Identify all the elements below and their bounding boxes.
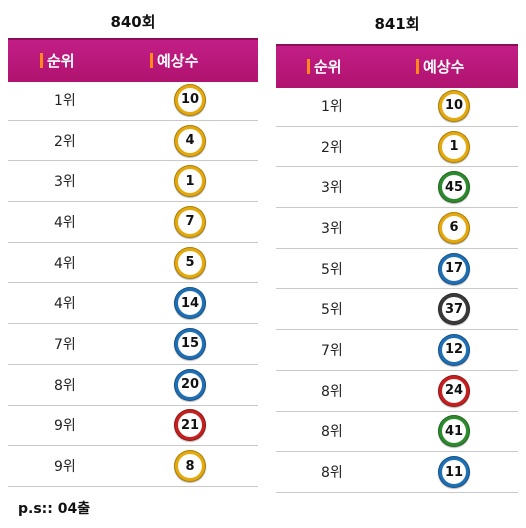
rank-label: 8위 <box>54 377 76 394</box>
rank-label: 8위 <box>321 465 343 482</box>
round-841-title: 841회 <box>374 15 420 33</box>
rank-label: 3위 <box>321 180 343 197</box>
lotto-ball: 10 <box>438 89 470 122</box>
rank-label: 8위 <box>321 424 343 441</box>
lotto-ball: 1 <box>438 130 470 163</box>
lotto-ball: 8 <box>174 450 206 483</box>
rank-label: 4위 <box>54 296 76 313</box>
number-column-header: 예상수 <box>416 46 464 88</box>
ball-number: 1 <box>442 134 466 159</box>
table-row: 8위 24 <box>276 371 518 412</box>
lotto-ball: 7 <box>174 205 206 238</box>
rank-label: 9위 <box>54 418 76 435</box>
lotto-ball: 4 <box>174 124 206 157</box>
rank-label: 4위 <box>54 214 76 231</box>
table-row: 4위 14 <box>8 283 258 325</box>
table-row: 7위 15 <box>8 324 258 365</box>
ball-number: 7 <box>178 209 202 234</box>
lotto-ball: 41 <box>438 415 470 448</box>
lotto-ball: 15 <box>174 327 206 360</box>
ball-number: 10 <box>178 87 202 112</box>
table-row: 2위 4 <box>8 121 258 162</box>
rank-label: 8위 <box>321 383 343 400</box>
ball-number: 24 <box>442 378 466 403</box>
lotto-ball: 45 <box>438 171 470 204</box>
lotto-ball: 10 <box>174 83 206 116</box>
table-row: 8위 41 <box>276 412 518 453</box>
table-row: 9위 8 <box>8 446 258 487</box>
rank-label: 1위 <box>54 92 76 109</box>
table-row: 8위 20 <box>8 365 258 406</box>
footnote: p.s:: 04출 <box>18 501 91 517</box>
rank-column-header: 순위 <box>40 40 75 82</box>
number-column-header: 예상수 <box>150 40 198 82</box>
lotto-ball: 12 <box>438 333 470 366</box>
round-840-rows: 1위 10 2위 4 3위 1 4위 7 4위 5 4위 14 7위 15 8위 20 9위 21 9위 8 <box>8 80 258 487</box>
rank-label: 7위 <box>54 336 76 353</box>
lotto-ball: 11 <box>438 456 470 489</box>
table-row: 7위 12 <box>276 330 518 371</box>
lotto-ball: 5 <box>174 246 206 279</box>
lotto-ball: 20 <box>174 368 206 401</box>
ball-number: 20 <box>178 372 202 397</box>
table-row: 1위 10 <box>8 80 258 121</box>
ball-number: 15 <box>178 331 202 356</box>
rank-label: 5위 <box>321 302 343 319</box>
lotto-ball: 37 <box>438 293 470 326</box>
table-row: 5위 37 <box>276 289 518 331</box>
rank-label: 2위 <box>54 133 76 150</box>
ball-number: 11 <box>442 460 466 485</box>
table-row: 3위 1 <box>8 161 258 203</box>
rank-label: 3위 <box>321 220 343 237</box>
lotto-ball: 1 <box>174 165 206 198</box>
rank-column-header: 순위 <box>307 46 342 88</box>
lotto-ball: 14 <box>174 287 206 320</box>
round-840-title: 840회 <box>110 13 156 31</box>
rank-label: 5위 <box>321 261 343 278</box>
rank-label: 4위 <box>54 255 76 272</box>
ball-number: 12 <box>442 337 466 362</box>
ball-number: 17 <box>442 256 466 281</box>
table-row: 5위 17 <box>276 249 518 290</box>
ball-number: 45 <box>442 175 466 200</box>
table-row: 8위 11 <box>276 452 518 493</box>
table-row: 2위 1 <box>276 127 518 168</box>
ball-number: 5 <box>178 250 202 275</box>
round-840-header: 순위 예상수 <box>8 38 258 82</box>
ball-number: 10 <box>442 93 466 118</box>
rank-label: 9위 <box>54 459 76 476</box>
lotto-ball: 21 <box>174 409 206 442</box>
lotto-ball: 24 <box>438 374 470 407</box>
rank-label: 2위 <box>321 139 343 156</box>
lotto-ball: 17 <box>438 252 470 285</box>
ball-number: 1 <box>178 169 202 194</box>
table-row: 1위 10 <box>276 86 518 127</box>
rank-label: 1위 <box>321 98 343 115</box>
table-row: 3위 6 <box>276 208 518 249</box>
rank-label: 7위 <box>321 342 343 359</box>
ball-number: 21 <box>178 413 202 438</box>
ball-number: 14 <box>178 291 202 316</box>
ball-number: 41 <box>442 419 466 444</box>
table-row: 4위 5 <box>8 243 258 284</box>
ball-number: 37 <box>442 297 466 322</box>
lotto-ball: 6 <box>438 211 470 244</box>
table-row: 4위 7 <box>8 202 258 243</box>
rank-label: 3위 <box>54 174 76 191</box>
round-841-rows: 1위 10 2위 1 3위 45 3위 6 5위 17 5위 37 7위 12 8위 24 8위 41 8위 11 <box>276 86 518 493</box>
ball-number: 6 <box>442 215 466 240</box>
table-row: 9위 21 <box>8 406 258 447</box>
ball-number: 8 <box>178 454 202 479</box>
ball-number: 4 <box>178 128 202 153</box>
table-row: 3위 45 <box>276 167 518 209</box>
round-841-header: 순위 예상수 <box>276 44 518 88</box>
